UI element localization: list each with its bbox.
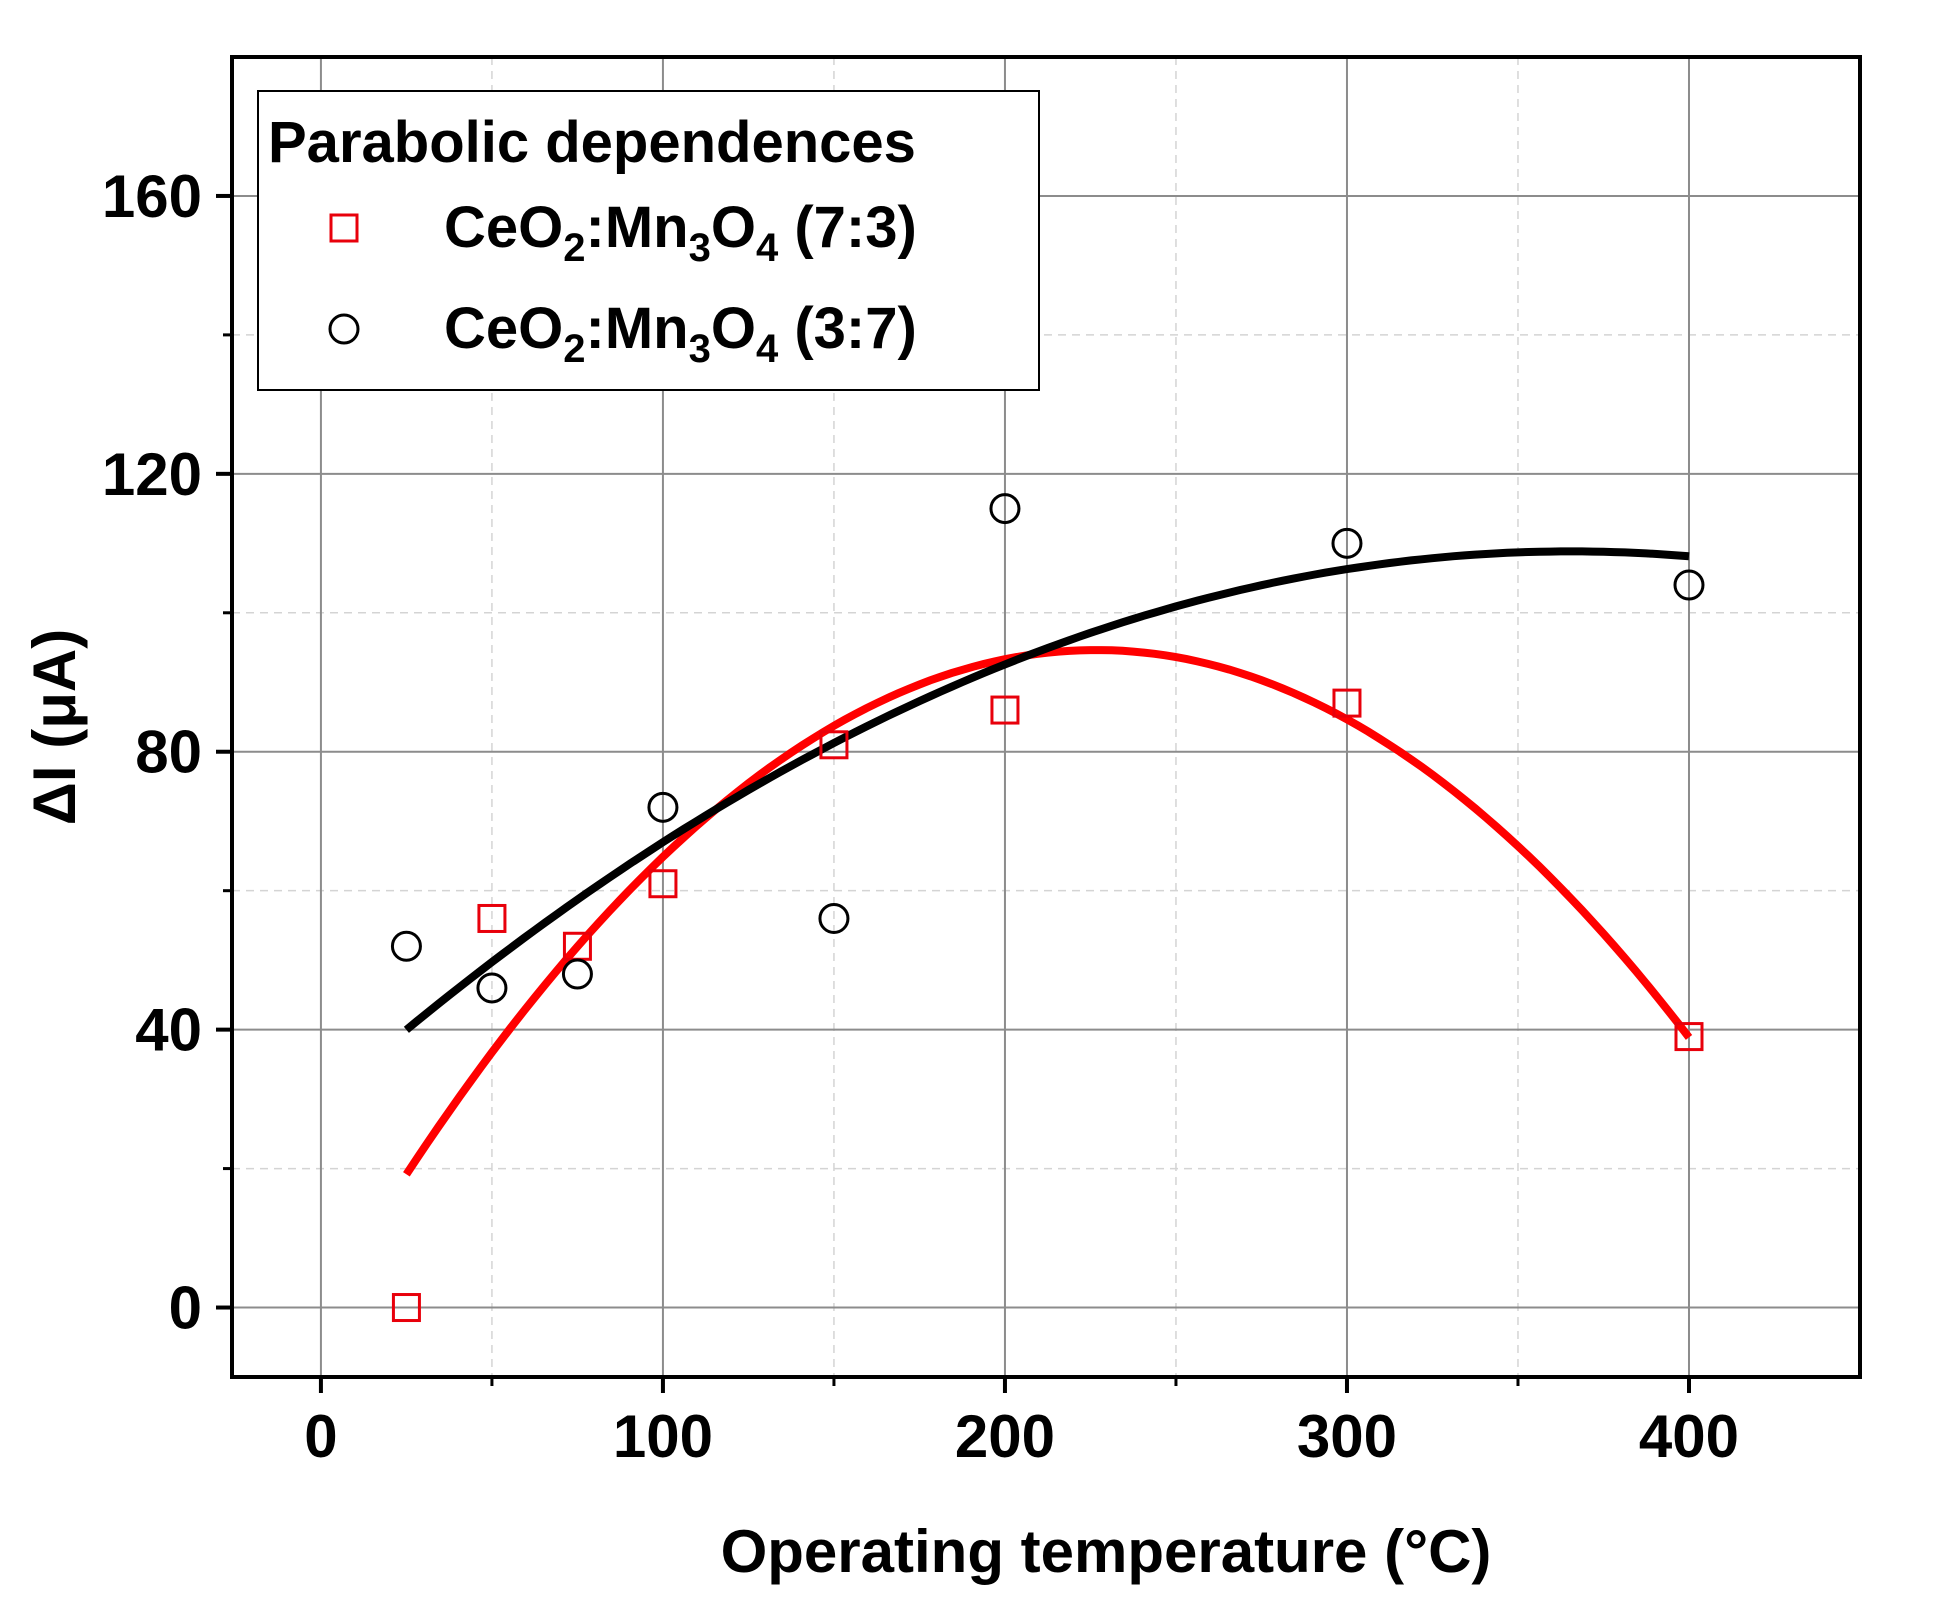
- data-point-circle: [818, 902, 850, 934]
- data-point-square: [477, 903, 507, 933]
- fit-curve-circle: [403, 547, 1690, 1033]
- legend: Parabolic dependences CeO2:Mn3O4 (7:3)Ce…: [257, 90, 1040, 391]
- data-point-circle: [647, 791, 679, 823]
- legend-label-subscript: 4: [756, 226, 779, 270]
- data-point-square: [990, 695, 1020, 725]
- data-point-square: [391, 1293, 421, 1323]
- legend-label-subscript: 3: [689, 327, 711, 371]
- major-grid: [232, 57, 1860, 1377]
- legend-label-part: (3:7): [778, 296, 917, 361]
- axis-ticks: [216, 193, 1691, 1393]
- legend-label-subscript: 4: [756, 327, 779, 371]
- legend-label: CeO2:Mn3O4 (7:3): [444, 195, 917, 270]
- y-tick-label: 40: [135, 997, 202, 1064]
- legend-label-subscript: 2: [563, 327, 585, 371]
- legend-box: [257, 90, 1040, 391]
- legend-entries: CeO2:Mn3O4 (7:3)CeO2:Mn3O4 (3:7): [328, 195, 917, 371]
- legend-label-part: :Mn: [586, 195, 689, 260]
- data-point-circle: [561, 958, 593, 990]
- legend-label-part: O: [711, 296, 756, 361]
- tick-labels: 0 100 200 300 400 0 40 80 120 160: [102, 163, 1739, 1470]
- legend-label-part: CeO: [444, 195, 563, 260]
- legend-marker-square: [329, 213, 359, 243]
- data-point-square: [648, 869, 678, 899]
- legend-label-part: (7:3): [778, 195, 917, 260]
- y-tick-label: 80: [135, 719, 202, 786]
- legend-label-part: O: [711, 195, 756, 260]
- data-point-square: [1674, 1022, 1704, 1052]
- fit-curve-square: [403, 646, 1693, 1177]
- data-point-circle: [390, 930, 422, 962]
- legend-marker-circle: [328, 313, 360, 345]
- plot-frame: [230, 55, 1862, 1379]
- y-tick-label: 160: [102, 163, 202, 230]
- x-tick-label: 300: [1297, 1403, 1397, 1470]
- data-point-circle: [1673, 569, 1705, 601]
- data-point-square: [1332, 688, 1362, 718]
- x-axis-title: Operating temperature (°C): [721, 1518, 1492, 1585]
- legend-label-part: CeO: [444, 296, 563, 361]
- y-tick-label: 120: [102, 441, 202, 508]
- data-point-circle: [989, 493, 1021, 525]
- fit-curves: [403, 547, 1693, 1177]
- data-point-circle: [1331, 527, 1363, 559]
- x-tick-label: 400: [1639, 1403, 1739, 1470]
- x-tick-label: 0: [304, 1403, 337, 1470]
- data-points: [390, 493, 1705, 1323]
- x-tick-label: 100: [613, 1403, 713, 1470]
- data-point-square: [819, 730, 849, 760]
- legend-label-subscript: 3: [689, 226, 711, 270]
- x-tick-label: 200: [955, 1403, 1055, 1470]
- y-axis-title: ΔI (μA): [21, 629, 88, 825]
- legend-label-part: :Mn: [586, 296, 689, 361]
- data-point-circle: [476, 972, 508, 1004]
- legend-title: Parabolic dependences: [268, 110, 916, 175]
- legend-label: CeO2:Mn3O4 (3:7): [444, 296, 917, 371]
- legend-label-subscript: 2: [563, 226, 585, 270]
- y-tick-label: 0: [169, 1275, 202, 1342]
